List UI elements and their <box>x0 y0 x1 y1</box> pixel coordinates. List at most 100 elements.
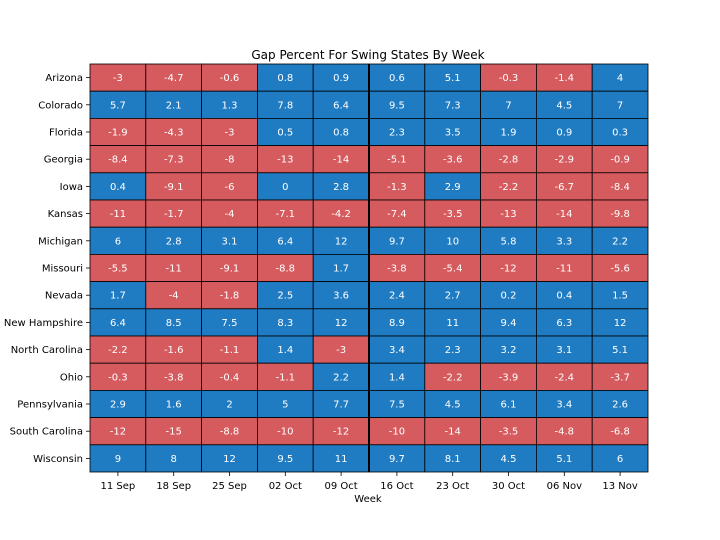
cell-value-label: -1.3 <box>387 182 407 193</box>
heatmap-cell <box>424 308 481 337</box>
heatmap-cell <box>201 281 258 310</box>
heatmap-cell <box>145 417 203 446</box>
cell-value-label: 2.4 <box>389 291 405 302</box>
cell-value-label: 5.1 <box>612 345 628 356</box>
cell-value-label: 2.5 <box>277 291 293 302</box>
heatmap-cell <box>312 335 370 364</box>
cell-value-label: 7 <box>505 100 511 111</box>
cell-value-label: -1.4 <box>555 73 575 84</box>
heatmap-cell <box>480 172 537 201</box>
cell-value-label: 8.3 <box>277 318 293 329</box>
cell-value-label: -10 <box>277 427 293 438</box>
heatmap-cell <box>145 444 203 473</box>
y-tick-label: Colorado <box>38 100 83 111</box>
heatmap-cell <box>480 90 537 119</box>
cell-value-label: 9 <box>115 454 121 465</box>
cell-value-label: 7.5 <box>222 318 238 329</box>
cell-value-label: 5.1 <box>445 73 461 84</box>
cell-value-label: 7.5 <box>389 400 405 411</box>
cell-value-label: 3.5 <box>445 128 461 139</box>
cell-value-label: 0.4 <box>110 182 126 193</box>
cell-value-label: -8 <box>225 155 235 166</box>
cell-value-label: 0.8 <box>277 73 293 84</box>
heatmap-cell <box>591 63 649 92</box>
cell-value-label: 7.7 <box>333 400 349 411</box>
cell-value-label: -3.8 <box>164 372 184 383</box>
y-tick-label: Ohio <box>60 372 83 383</box>
y-tick-label: New Hampshire <box>4 318 83 329</box>
cell-value-label: 5.8 <box>501 236 517 247</box>
cell-value-label: -14 <box>445 427 461 438</box>
cell-value-label: -4.3 <box>164 128 184 139</box>
cell-value-label: 8.5 <box>166 318 182 329</box>
heatmap-cell <box>591 281 649 310</box>
cell-value-label: 10 <box>446 236 459 247</box>
heatmap-cell <box>591 362 649 391</box>
cell-value-label: 0.6 <box>389 73 405 84</box>
cell-value-label: -1.7 <box>164 209 184 220</box>
heatmap-cell <box>591 118 649 147</box>
heatmap-cell <box>145 335 203 364</box>
cell-value-label: -1.1 <box>220 345 240 356</box>
heatmap-cell <box>480 444 537 473</box>
cell-value-label: -4 <box>225 209 235 220</box>
cell-value-label: -6.7 <box>555 182 575 193</box>
heatmap-cell <box>312 362 370 391</box>
heatmap-cell <box>536 308 593 337</box>
cell-value-label: 1.3 <box>222 100 238 111</box>
heatmap-cell <box>312 281 370 310</box>
heatmap-cell <box>536 145 593 174</box>
heatmap-cell <box>480 335 537 364</box>
x-tick-labels: 11 Sep 18 Sep 25 Sep 02 Oct 09 Oct 16 Oct 23 O… <box>101 472 638 492</box>
heatmap-cell <box>424 253 481 282</box>
heatmap-cell <box>201 389 258 418</box>
heatmap-cell <box>480 362 537 391</box>
cell-value-label: -8.8 <box>276 264 296 275</box>
cell-value-label: -9.1 <box>220 264 240 275</box>
heatmap-cell <box>536 90 593 119</box>
cell-value-label: 12 <box>223 454 236 465</box>
cell-value-label: -11 <box>110 209 126 220</box>
cell-value-label: 11 <box>446 318 459 329</box>
cell-value-label: 12 <box>335 318 348 329</box>
cell-value-label: 2.3 <box>445 345 461 356</box>
x-tick-label: 25 Sep <box>212 481 247 492</box>
heatmap-cell <box>89 308 147 337</box>
y-tick-label: Georgia <box>44 155 83 166</box>
cell-value-label: -8.8 <box>220 427 240 438</box>
y-tick-label: Wisconsin <box>33 454 83 465</box>
heatmap-cell <box>480 389 537 418</box>
cell-value-label: 3.3 <box>556 236 572 247</box>
heatmap-cell <box>591 335 649 364</box>
cell-value-label: 2.2 <box>612 236 628 247</box>
cell-value-label: 12 <box>614 318 627 329</box>
y-tick-label: Iowa <box>60 182 83 193</box>
heatmap-cell <box>368 362 426 391</box>
cell-value-label: 3.4 <box>389 345 405 356</box>
cell-value-label: 9.4 <box>501 318 517 329</box>
heatmap-cell <box>256 226 314 255</box>
cell-value-label: -1.6 <box>164 345 184 356</box>
heatmap-cell <box>89 145 147 174</box>
heatmap-cell <box>201 335 258 364</box>
cell-value-label: 4.5 <box>501 454 517 465</box>
cell-value-label: -1.9 <box>108 128 128 139</box>
y-tick-labels: Arizona Colorado Florida Georgia Iowa Kansas M… <box>4 73 90 465</box>
heatmap-cell <box>145 63 203 92</box>
heatmap-cell <box>312 417 370 446</box>
cell-value-label: -15 <box>166 427 182 438</box>
cell-value-label: 1.4 <box>389 372 405 383</box>
heatmap-cell <box>145 118 203 147</box>
heatmap-cell <box>145 90 203 119</box>
cell-value-label: -12 <box>110 427 126 438</box>
y-tick-label: North Carolina <box>11 345 83 356</box>
heatmap-cell <box>424 145 481 174</box>
cell-value-label: -3.9 <box>499 372 519 383</box>
cell-value-label: 1.5 <box>612 291 628 302</box>
heatmap-cell <box>424 389 481 418</box>
cell-value-label: 6.4 <box>110 318 126 329</box>
cell-value-label: -3 <box>225 128 235 139</box>
cell-value-label: 0.2 <box>501 291 517 302</box>
cell-value-label: 1.4 <box>277 345 293 356</box>
cell-value-label: 5 <box>282 400 288 411</box>
